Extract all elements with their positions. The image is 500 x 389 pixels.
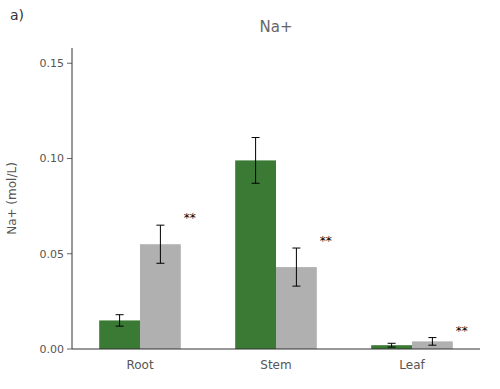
title: Na+: [260, 18, 293, 36]
y-tick-label: 0.05: [40, 248, 65, 261]
y-tick: [67, 63, 72, 64]
annotations: ** ** **: [184, 211, 468, 337]
chart-container: 0.00 0.05 0.10 0.15 ** ** ** Root Stem Leaf Na+ Na+…: [0, 0, 500, 389]
significance-label: **: [320, 234, 332, 248]
x-tick-label: Leaf: [399, 358, 425, 372]
significance-label: **: [184, 211, 196, 225]
y-tick: [67, 158, 72, 159]
bar: [235, 160, 276, 349]
panel-label: a): [10, 7, 24, 23]
error-bar: [292, 248, 300, 286]
y-tick: [67, 253, 72, 254]
y-tick-label: 0.15: [40, 57, 65, 70]
y-axis-label: Na+ (mol/L): [5, 162, 19, 235]
error-bar: [388, 343, 396, 347]
significance-label: **: [456, 324, 468, 338]
error-bar: [428, 338, 436, 346]
error-bar: [252, 138, 260, 184]
y-tick-label: 0.00: [40, 343, 65, 356]
error-bar: [156, 225, 164, 263]
chart: 0.00 0.05 0.10 0.15 ** ** ** Root Stem Leaf Na+ Na+…: [0, 0, 500, 389]
x-axis-line: [72, 349, 480, 350]
x-tick-label: Stem: [260, 358, 291, 372]
y-axis: 0.00 0.05 0.10 0.15: [40, 57, 73, 356]
y-axis-line: [72, 48, 73, 349]
error-bar: [116, 315, 124, 326]
x-tick-label: Root: [126, 358, 153, 372]
y-tick-label: 0.10: [40, 152, 65, 165]
bars: [99, 138, 453, 349]
x-axis: Root Stem Leaf: [126, 358, 425, 372]
y-tick: [67, 349, 72, 350]
